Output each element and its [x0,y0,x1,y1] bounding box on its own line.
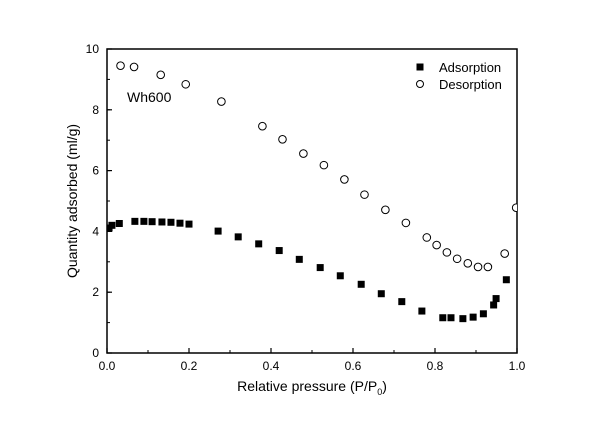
adsorption-point [357,280,365,288]
desorption-point [452,254,462,264]
desorption-point [299,149,308,158]
adsorption-point [336,272,344,280]
y-tick-label: 4 [92,224,99,238]
adsorption-point [115,219,123,227]
x-tick-label: 0.8 [427,359,444,373]
adsorption-point [377,290,385,298]
x-tick-label: 0.2 [181,359,198,373]
desorption-point [217,97,226,106]
y-tick-label: 2 [92,285,99,299]
adsorption-point [131,217,139,225]
desorption-point [181,79,191,89]
adsorption-point [140,217,148,225]
x-tick-label: 0.0 [99,359,116,373]
series-desorption [116,61,517,272]
adsorption-point [469,313,477,321]
y-tick-label: 8 [92,103,99,117]
adsorption-point [490,301,498,309]
adsorption-point [185,220,193,228]
desorption-point [319,160,329,170]
y-tick-label: 10 [86,42,100,56]
desorption-point [360,190,369,199]
adsorption-point [214,227,222,235]
desorption-point [442,248,452,257]
legend-label-desorption: Desorption [439,77,502,92]
legend-marker-adsorption [416,63,424,71]
adsorption-point [418,307,426,315]
axes: 0.0 0.2 0.4 0.6 0.8 1.0 0 2 4 6 8 10 [86,42,526,373]
x-tick-label: 0.6 [345,359,362,373]
desorption-point [340,175,349,184]
adsorption-point [295,255,303,263]
legend-label-adsorption: Adsorption [439,60,501,75]
x-tick-label: 1.0 [509,359,526,373]
legend: Adsorption Desorption [416,60,502,92]
adsorption-point [459,315,467,323]
x-axis-label-suffix: ) [382,378,387,394]
adsorption-point [255,240,263,248]
desorption-point [463,259,473,268]
desorption-point [278,134,287,144]
desorption-point [381,205,390,215]
y-tick-label: 0 [92,346,99,360]
adsorption-point [167,218,175,226]
adsorption-point [447,314,455,322]
desorption-point [500,249,510,258]
adsorption-point [108,221,116,229]
adsorption-point [275,247,283,255]
x-tick-label: 0.4 [263,359,280,373]
desorption-point [422,233,432,242]
legend-marker-desorption [416,80,424,88]
adsorption-point [479,310,487,318]
series-adsorption [107,217,510,323]
sample-annotation: Wh600 [127,89,172,105]
x-axis-label-subscript: 0 [377,387,382,397]
adsorption-point [316,264,324,272]
desorption-point [116,61,125,71]
adsorption-point [176,219,184,227]
desorption-point [129,62,139,72]
desorption-point [401,218,411,228]
x-axis-label-main: Relative pressure (P/P [237,378,377,394]
x-axis-label: Relative pressure (P/P0) [237,378,387,397]
y-tick-label: 6 [92,164,99,178]
adsorption-point [158,218,166,226]
data-marks [107,61,517,323]
desorption-point [156,70,166,80]
desorption-point [483,262,493,272]
adsorption-point [398,298,406,306]
desorption-point [432,240,441,250]
y-axis-label: Quantity adsorbed (ml/g) [64,124,80,278]
desorption-point [473,262,483,272]
adsorption-point [148,218,156,226]
adsorption-point [234,233,242,241]
adsorption-point [502,276,510,284]
desorption-point [258,121,267,131]
adsorption-point [492,295,500,303]
adsorption-point [439,314,447,322]
desorption-point [511,203,517,212]
